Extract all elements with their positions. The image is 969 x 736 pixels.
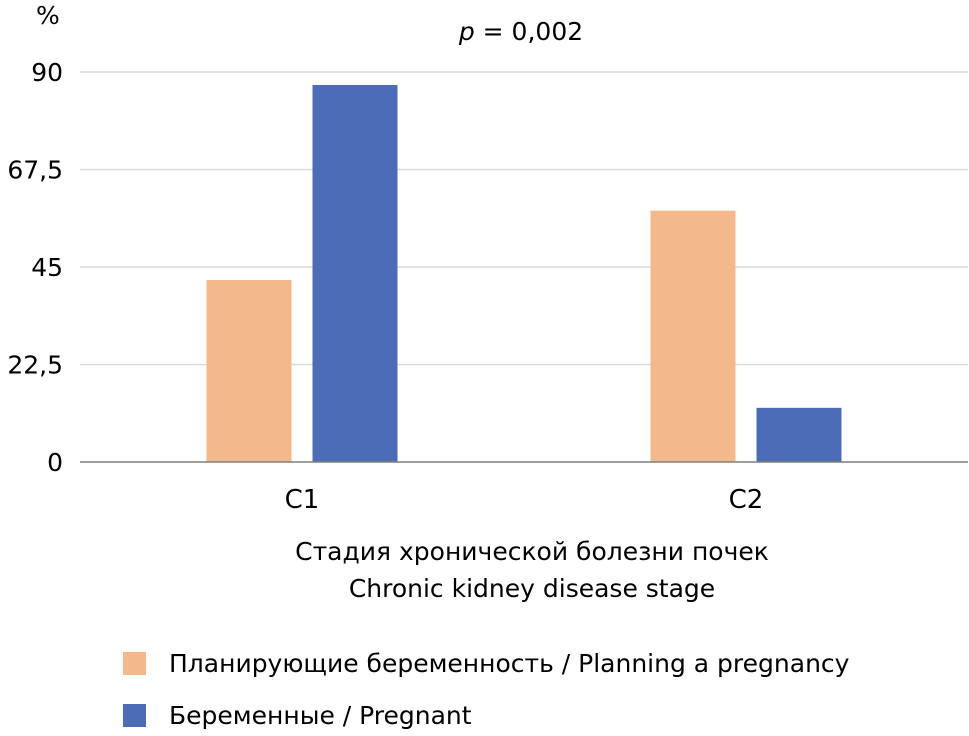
bar-c1-series-1: [206, 280, 292, 462]
p-value-symbol: p: [458, 17, 475, 46]
x-axis-category-labels: C1 C2: [285, 485, 764, 515]
x-axis-title-line-2: Chronic kidney disease stage: [349, 574, 715, 603]
legend-label: Планирующие беременность / Planning a pr…: [169, 649, 850, 678]
x-category-label: C1: [285, 485, 320, 515]
y-tick-label: 67,5: [7, 156, 63, 185]
y-tick-label: 45: [31, 253, 63, 282]
x-axis-title-line-1: Стадия хронической болезни почек: [295, 537, 769, 566]
legend: Планирующие беременность / Planning a pr…: [123, 649, 850, 730]
legend-swatch: [123, 652, 146, 675]
bars: [206, 85, 842, 462]
y-tick-label: 22,5: [7, 351, 63, 380]
legend-label: Беременные / Pregnant: [169, 701, 472, 730]
bar-c2-series-2: [756, 407, 842, 462]
x-category-label: C2: [729, 485, 764, 515]
y-tick-label: 0: [47, 448, 63, 477]
p-value-text: = 0,002: [475, 17, 583, 46]
p-value-annotation: p = 0,002: [458, 17, 583, 46]
y-axis-unit-label: %: [36, 1, 60, 30]
bar-c1-series-2: [312, 85, 398, 462]
y-axis-tick-labels: 0 22,5 45 67,5 90: [7, 58, 63, 477]
legend-swatch: [123, 704, 146, 727]
bar-c2-series-1: [650, 210, 736, 462]
y-tick-label: 90: [31, 58, 63, 87]
gridlines: [80, 71, 968, 366]
